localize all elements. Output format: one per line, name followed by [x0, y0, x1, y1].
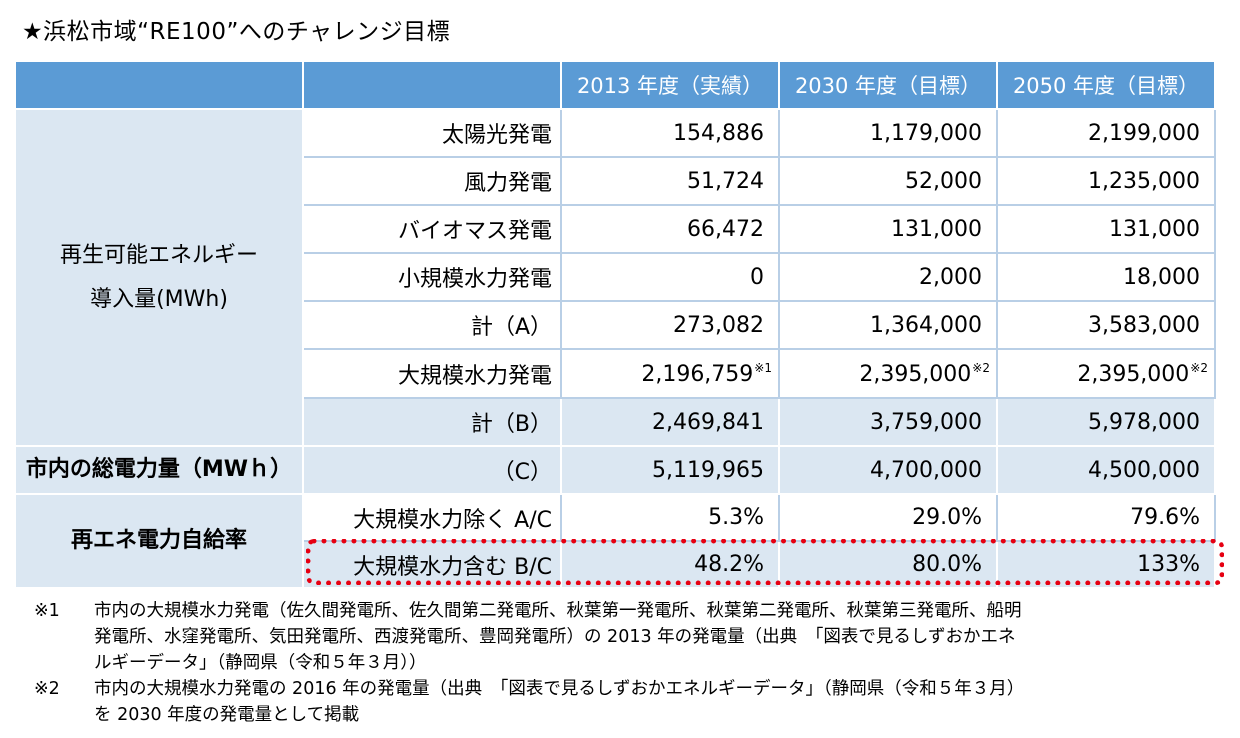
- footnote-line: 市内の大規模水力発電の 2016 年の発電量（出典 「図表で見るしずおかエネルギ…: [94, 679, 1025, 699]
- table-cell: 2,395,000※2: [996, 348, 1216, 399]
- row-label: 計（A）: [302, 300, 562, 350]
- table-row: 再生可能エネルギー 導入量(MWh) 太陽光発電 154,886 1,179,0…: [14, 108, 1216, 447]
- table-cell: 3,583,000: [996, 300, 1216, 350]
- table-row: 大規模水力発電 2,196,759※1 2,395,000※2 2,395,00…: [15, 348, 1216, 399]
- table-cell: 18,000: [996, 252, 1216, 302]
- total-group-label: 市内の総電力量（MWｈ）: [14, 445, 304, 495]
- footnote-mark: ※1: [34, 601, 60, 621]
- table-cell: 2,196,759※1: [560, 348, 780, 399]
- column-header-2030: 2030 年度（目標）: [778, 60, 998, 110]
- row-label: 計（B）: [302, 397, 562, 447]
- table-cell: 4,500,000: [996, 445, 1216, 495]
- table-cell: 5,119,965: [560, 445, 780, 495]
- table-cell: 2,469,841: [560, 397, 780, 447]
- footnote-mark: ※1: [754, 360, 772, 375]
- table-cell: 2,395,000※2: [778, 348, 998, 399]
- footnote-mark: ※2: [972, 360, 990, 375]
- table-cell: 131,000: [996, 204, 1216, 254]
- table-row: バイオマス発電 66,472 131,000 131,000: [15, 204, 1216, 254]
- table-cell: 79.6%: [996, 493, 1216, 542]
- row-label: 大規模水力発電: [302, 348, 562, 399]
- footnote-line: を 2030 年度の発電量として掲載: [94, 705, 360, 725]
- table-cell: 5.3%: [560, 493, 780, 542]
- column-header-2050: 2050 年度（目標）: [996, 60, 1216, 110]
- table-row: 風力発電 51,724 52,000 1,235,000: [15, 156, 1216, 206]
- footnote-2: ※2 市内の大規模水力発電の 2016 年の発電量（出典 「図表で見るしずおかエ…: [34, 676, 1214, 728]
- footnote-1: ※1 市内の大規模水力発電（佐久間発電所、佐久間第二発電所、秋葉第一発電所、秋葉…: [34, 598, 1214, 676]
- table-cell: 1,179,000: [778, 108, 998, 158]
- table-row: 計（A） 273,082 1,364,000 3,583,000: [15, 300, 1216, 350]
- footnote-line: ルギーデータ」（静岡県（令和５年３月））: [94, 653, 427, 673]
- footnote-mark: ※2: [34, 679, 60, 699]
- re100-table: 2013 年度（実績） 2030 年度（目標） 2050 年度（目標） 再生可能…: [14, 60, 1216, 589]
- table-cell: 1,364,000: [778, 300, 998, 350]
- table-cell: 2,199,000: [996, 108, 1216, 158]
- row-label: （C）: [302, 445, 562, 495]
- footnote-line: 発電所、水窪発電所、気田発電所、西渡発電所、豊岡発電所）の 2013 年の発電量…: [94, 627, 1016, 647]
- row-label: バイオマス発電: [302, 204, 562, 254]
- table-row: 再エネ電力自給率 大規模水力除く A/C 5.3% 29.0% 79.6%: [14, 493, 1216, 589]
- column-header-2013: 2013 年度（実績）: [560, 60, 780, 110]
- table-header-row: 2013 年度（実績） 2030 年度（目標） 2050 年度（目標）: [14, 60, 1216, 110]
- table-row: 小規模水力発電 0 2,000 18,000: [15, 252, 1216, 302]
- row-label: 小規模水力発電: [302, 252, 562, 302]
- table-cell: 66,472: [560, 204, 780, 254]
- table-row: 市内の総電力量（MWｈ） （C） 5,119,965 4,700,000 4,5…: [14, 445, 1216, 495]
- table-cell: 154,886: [560, 108, 780, 158]
- row-label: 大規模水力除く A/C: [302, 493, 562, 542]
- table-cell: 29.0%: [778, 493, 998, 542]
- renewable-group-label: 再生可能エネルギー 導入量(MWh): [14, 108, 304, 447]
- table-cell: 51,724: [560, 156, 780, 206]
- footnotes: ※1 市内の大規模水力発電（佐久間発電所、佐久間第二発電所、秋葉第一発電所、秋葉…: [34, 598, 1214, 728]
- table-cell: 5,978,000: [996, 397, 1216, 447]
- highlight-box: [306, 539, 1224, 585]
- table-cell: 0: [560, 252, 780, 302]
- table-cell: 1,235,000: [996, 156, 1216, 206]
- self-sufficiency-group-label: 再エネ電力自給率: [14, 493, 304, 589]
- table-row: 計（B） 2,469,841 3,759,000 5,978,000: [15, 397, 1216, 447]
- footnote-mark: ※2: [1190, 360, 1208, 375]
- footnote-line: 市内の大規模水力発電（佐久間発電所、佐久間第二発電所、秋葉第一発電所、秋葉第二発…: [94, 601, 1022, 621]
- row-label: 太陽光発電: [302, 108, 562, 158]
- row-label: 風力発電: [302, 156, 562, 206]
- table-cell: 131,000: [778, 204, 998, 254]
- table-cell: 4,700,000: [778, 445, 998, 495]
- page-title: ★浜松市域“RE100”へのチャレンジ目標: [22, 19, 451, 45]
- table-cell: 2,000: [778, 252, 998, 302]
- table-cell: 273,082: [560, 300, 780, 350]
- table-cell: 3,759,000: [778, 397, 998, 447]
- table-cell: 52,000: [778, 156, 998, 206]
